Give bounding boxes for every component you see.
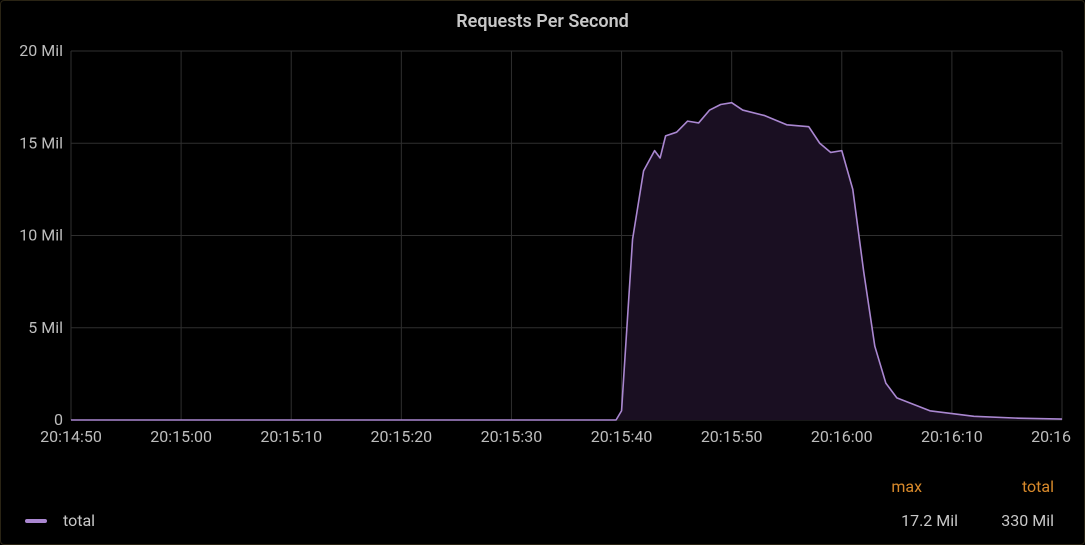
svg-text:20:16:10: 20:16:10	[921, 427, 983, 446]
svg-text:15 Mil: 15 Mil	[19, 133, 63, 152]
svg-text:10 Mil: 10 Mil	[19, 226, 63, 245]
svg-text:20:16:20: 20:16:20	[1031, 427, 1072, 446]
chart-panel: Requests Per Second 05 Mil10 Mil15 Mil20…	[0, 0, 1085, 545]
svg-text:20 Mil: 20 Mil	[19, 45, 63, 60]
chart-title: Requests Per Second	[1, 1, 1084, 32]
svg-text:20:14:50: 20:14:50	[40, 427, 102, 446]
legend-series-row[interactable]: total 17.2 Mil 330 Mil	[1, 511, 1084, 530]
svg-text:20:15:30: 20:15:30	[481, 427, 543, 446]
legend-series-total: 330 Mil	[984, 511, 1054, 530]
legend-header-total: total	[984, 477, 1054, 496]
svg-text:20:15:10: 20:15:10	[260, 427, 322, 446]
legend-series-label: total	[63, 511, 95, 530]
svg-text:20:15:00: 20:15:00	[150, 427, 212, 446]
svg-text:20:15:50: 20:15:50	[701, 427, 763, 446]
legend-swatch-icon	[25, 519, 47, 523]
chart-area[interactable]: 05 Mil10 Mil15 Mil20 Mil20:14:5020:15:00…	[13, 45, 1072, 448]
svg-text:20:15:40: 20:15:40	[591, 427, 653, 446]
svg-text:20:16:00: 20:16:00	[811, 427, 873, 446]
legend-header-row: max total	[1, 477, 1084, 496]
line-chart-svg: 05 Mil10 Mil15 Mil20 Mil20:14:5020:15:00…	[13, 45, 1072, 448]
legend-series-max: 17.2 Mil	[888, 511, 958, 530]
legend-header-max: max	[852, 477, 922, 496]
svg-text:5 Mil: 5 Mil	[28, 318, 63, 337]
svg-text:20:15:20: 20:15:20	[370, 427, 432, 446]
